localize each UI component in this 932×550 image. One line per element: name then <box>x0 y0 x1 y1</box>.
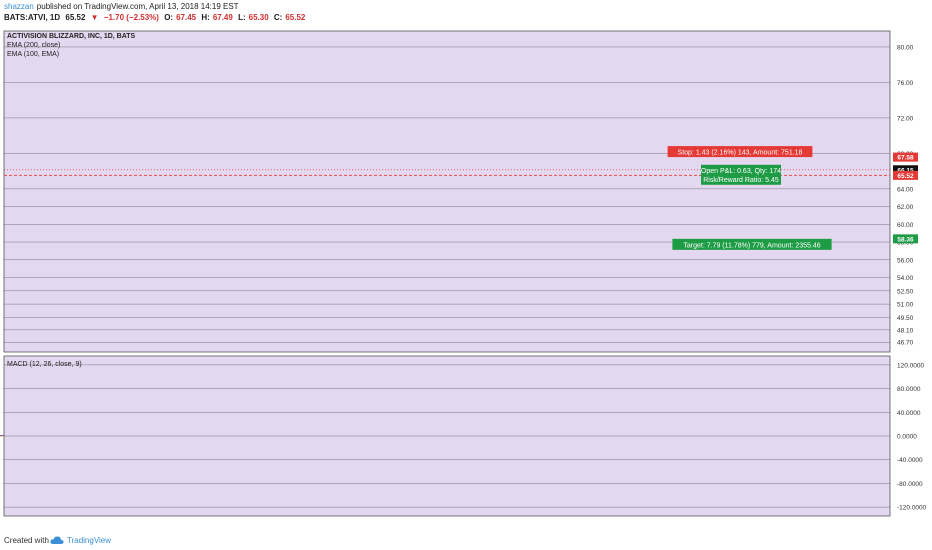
price-y-tick-label: 49.50 <box>897 315 914 322</box>
close-label: C: <box>273 13 283 22</box>
open-value: 67.45 <box>176 13 197 22</box>
open-label: O: <box>164 13 174 22</box>
chart-title: ACTIVISION BLIZZARD, INC, 1D, BATS <box>7 33 136 40</box>
price-badge <box>893 152 918 162</box>
price-badge <box>893 234 918 244</box>
ema-200-legend[interactable]: EMA (200, close) <box>7 42 60 49</box>
author-link[interactable]: shazzan <box>4 2 34 11</box>
price-badge <box>893 165 918 175</box>
price-y-tick-label: 72.00 <box>897 115 914 122</box>
symbol-line: BATS:ATVI, 1D 65.52 ▼ −1.70 (−2.53%) O: 6… <box>4 13 308 22</box>
created-with-text: Created with <box>4 536 49 545</box>
price-y-tick-label: 51.00 <box>897 302 914 309</box>
price-change: −1.70 (−2.53%) <box>103 13 159 22</box>
target-label-box <box>672 238 832 250</box>
down-arrow-icon: ▼ <box>90 13 99 22</box>
price-y-tick-label: 80.00 <box>897 44 914 51</box>
price-y-tick-label: 54.00 <box>897 275 914 282</box>
macd-y-tick-label: -120.0000 <box>897 505 927 512</box>
stop-label: Stop: 1.43 (2.16%) 143, Amount: 751.18 <box>678 150 803 157</box>
price-badge-label: 66.15 <box>897 167 914 174</box>
open-pl-label: Open P&L: 0.63, Qty: 174 <box>701 168 781 175</box>
high-label: H: <box>201 13 210 22</box>
price-y-tick-label: 52.50 <box>897 288 914 295</box>
macd-y-tick-label: 40.0000 <box>897 410 921 417</box>
price-y-tick-label: 56.00 <box>897 257 914 264</box>
close-value: 65.52 <box>285 13 306 22</box>
symbol-label[interactable]: BATS:ATVI, 1D <box>4 13 61 22</box>
price-badge-label: 58.36 <box>897 236 914 243</box>
macd-y-tick-label: -80.0000 <box>897 481 923 488</box>
macd-y-tick-label: 120.0000 <box>897 362 924 369</box>
price-y-tick-label: 48.10 <box>897 327 914 334</box>
chart-header: shazzan published on TradingView.com, Apr… <box>0 0 932 30</box>
price-y-tick-label: 60.00 <box>897 222 914 229</box>
risk-reward-label: Risk/Reward Ratio: 5.45 <box>703 177 779 184</box>
last-price: 65.52 <box>65 13 86 22</box>
price-badge-label: 65.52 <box>897 173 914 180</box>
macd-legend[interactable]: MACD (12, 26, close, 9) <box>7 361 82 368</box>
price-y-tick-label: 46.70 <box>897 340 914 347</box>
footer: Created with TradingView <box>0 532 932 550</box>
price-badge-label: 67.58 <box>897 155 914 162</box>
publish-line: shazzan published on TradingView.com, Apr… <box>4 2 242 11</box>
publish-info: published on TradingView.com, April 13, … <box>36 2 239 11</box>
target-label: Target: 7.79 (11.78%) 779, Amount: 2355.… <box>683 242 820 249</box>
macd-line <box>0 435 5 437</box>
price-badge <box>893 170 918 180</box>
price-y-tick-label: 62.00 <box>897 204 914 211</box>
low-value: 65.30 <box>248 13 269 22</box>
macd-y-tick-label: 80.0000 <box>897 386 921 393</box>
macd-y-tick-label: 0.0000 <box>897 434 917 441</box>
price-panel[interactable] <box>3 30 891 353</box>
high-value: 67.49 <box>212 13 233 22</box>
open-pl-box <box>701 164 781 185</box>
price-y-tick-label: 64.00 <box>897 186 914 193</box>
price-y-tick-label: 76.00 <box>897 80 914 87</box>
low-label: L: <box>238 13 246 22</box>
ema-100-legend[interactable]: EMA (100, EMA) <box>7 51 59 58</box>
macd-y-tick-label: -40.0000 <box>897 457 923 464</box>
tradingview-cloud-icon <box>50 536 64 544</box>
tradingview-brand[interactable]: TradingView <box>67 536 112 545</box>
stop-label-box <box>667 146 813 158</box>
